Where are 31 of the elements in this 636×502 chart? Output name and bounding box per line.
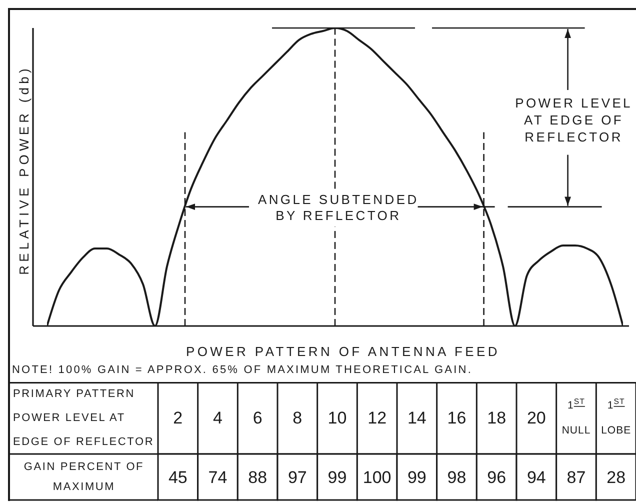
annotation: POWER LEVEL AT EDGE OF REFLECTOR	[514, 94, 634, 146]
data-label: 87	[566, 468, 586, 486]
x-tick-label: 8	[292, 408, 302, 428]
x-axis-title: PRIMARY PATTERN POWER LEVEL AT EDGE OF REFLECTOR	[13, 388, 154, 448]
x-tick-label: 6	[252, 408, 262, 428]
data-label: 74	[208, 468, 228, 486]
data-label: 99	[407, 468, 426, 486]
x-tick-label: 20	[526, 408, 546, 428]
x-tick-label: 16	[447, 408, 466, 428]
category-label: 1$^{ST}$ LOBE	[601, 396, 632, 436]
data-label: 100	[362, 468, 392, 486]
x-tick-label: 12	[368, 408, 387, 428]
text: NOTE! 100% GAIN = APPROX. 65% OF MAXIMUM THEORETICAL GAIN.	[12, 363, 472, 377]
x-tick-label: 2	[173, 408, 183, 428]
data-label: 94	[526, 468, 546, 486]
x-tick-label: 10	[328, 408, 347, 428]
x-tick-label: 4	[213, 408, 222, 428]
x-tick-label: 18	[487, 408, 506, 428]
annotation: ANGLE SUBTENDED BY REFLECTOR	[256, 192, 420, 224]
data-label: 96	[487, 468, 506, 486]
x-axis-title: POWER PATTERN OF ANTENNA FEED	[184, 344, 501, 360]
y-axis-title: RELATIVE POWER (db)	[16, 65, 32, 275]
data-label: 98	[447, 468, 466, 486]
data-label: 88	[248, 468, 268, 486]
y-tick-label: GAIN PERCENT OF MAXIMUM	[24, 461, 144, 493]
data-label: 28	[606, 468, 626, 486]
data-label: 97	[288, 468, 307, 486]
data-label: 99	[328, 468, 347, 486]
x-tick-label: 14	[407, 408, 426, 428]
data-label: 45	[168, 468, 188, 486]
category-label: 1$^{ST}$ NULL	[562, 396, 591, 436]
